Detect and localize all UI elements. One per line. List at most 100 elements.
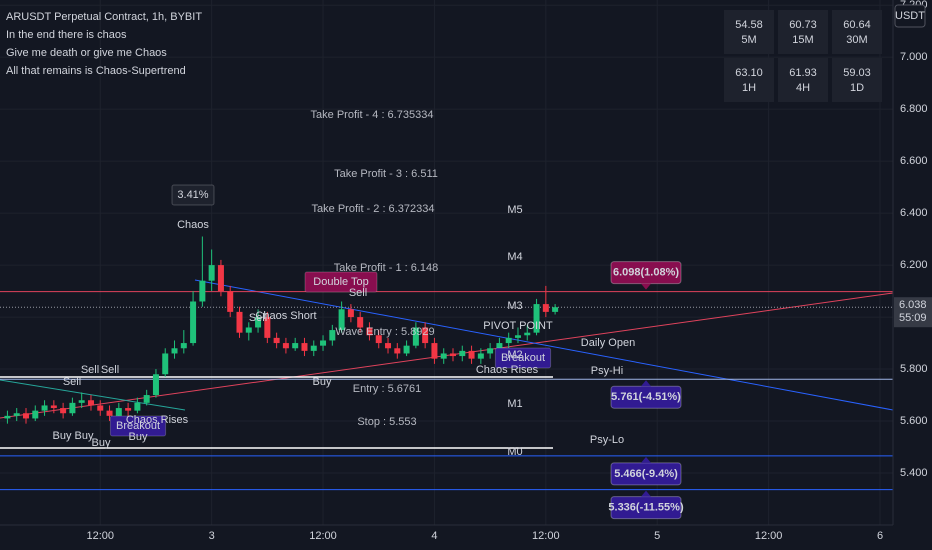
x-tick-label: 12:00 <box>86 530 114 542</box>
candle-body <box>468 350 475 359</box>
table-period: 4H <box>796 82 810 94</box>
candle-body <box>60 408 67 414</box>
candle-body <box>4 415 11 419</box>
candle-body <box>552 307 559 312</box>
level-pointer <box>641 456 651 463</box>
annotation-box <box>494 347 552 369</box>
x-tick-label: 5 <box>654 530 660 542</box>
price-axis <box>893 0 932 550</box>
table-period: 15M <box>792 34 813 46</box>
y-tick-label: 5.800 <box>900 363 928 375</box>
annotation: Chaos Rises <box>126 414 189 426</box>
candle-body <box>496 343 503 349</box>
level-pointer <box>641 380 651 387</box>
annotation: Buy <box>313 376 332 388</box>
y-tick-label: 6.200 <box>900 259 928 271</box>
candle-body <box>431 343 438 359</box>
candle-body <box>162 353 169 375</box>
candle-body <box>32 410 39 419</box>
candle-body <box>125 408 132 411</box>
annotation: Double Top <box>313 276 368 288</box>
level-label: 5.466(-9.4%) <box>614 468 678 480</box>
annotation: 3.41% <box>177 189 208 201</box>
candle-body <box>245 327 252 333</box>
candle-body <box>180 343 187 349</box>
candle-body <box>459 350 466 357</box>
annotation: Breakout <box>116 420 160 432</box>
annotation: Psy-Hi <box>591 365 623 377</box>
candle-body <box>477 353 484 359</box>
candle-body <box>357 317 364 328</box>
annotation: Buy <box>92 437 111 449</box>
annotation: PIVOT POINT <box>483 320 553 332</box>
note: In the end there is chaos <box>6 29 127 41</box>
level-pointer <box>641 490 651 497</box>
x-tick-label: 12:00 <box>755 530 783 542</box>
table-period: 1H <box>742 82 756 94</box>
annotation: M1 <box>507 398 522 410</box>
candle-body <box>134 402 141 411</box>
candle-body <box>190 301 197 344</box>
annotation: Chaos Short <box>255 310 316 322</box>
annotation: Psy-Lo <box>590 434 624 446</box>
candle-body <box>487 348 494 354</box>
annotation: M0 <box>507 446 522 458</box>
annotation: M5 <box>507 204 522 216</box>
x-tick-label: 12:00 <box>309 530 337 542</box>
table-cell <box>832 10 882 54</box>
candle-body <box>97 405 104 411</box>
table-cell <box>778 10 828 54</box>
candle-body <box>282 343 289 349</box>
x-tick-label: 3 <box>209 530 215 542</box>
trend-line <box>0 379 186 411</box>
candle-body <box>505 337 512 344</box>
candle-body <box>217 265 224 292</box>
trend-line <box>194 279 894 411</box>
y-tick-label: 6.400 <box>900 207 928 219</box>
table-cell <box>832 58 882 102</box>
annotations: Take Profit - 4 : 6.735334 Take Profit - … <box>53 109 636 458</box>
annotation: Take Profit - 3 : 6.511 <box>334 168 438 180</box>
x-tick-label: 4 <box>431 530 437 542</box>
candle-body <box>301 343 308 351</box>
level-label: 5.336(-11.55%) <box>608 502 684 514</box>
candle-body <box>171 348 178 354</box>
candle-body <box>208 265 215 281</box>
candle-body <box>41 405 48 411</box>
y-tick-label: 6.800 <box>900 103 928 115</box>
table-value: 54.58 <box>735 19 763 31</box>
candle-body <box>449 353 456 357</box>
candle-body <box>422 327 429 344</box>
annotation-box <box>304 271 378 293</box>
annotation: Sell <box>101 364 119 376</box>
candle-body <box>329 330 336 341</box>
candle-body <box>22 413 29 419</box>
table-cell <box>724 10 774 54</box>
grid <box>0 0 893 525</box>
unit-box <box>894 4 926 28</box>
annotation: Take Profit - 1 : 6.148 <box>334 262 439 274</box>
candle-body <box>152 374 159 396</box>
candle-body <box>255 317 262 328</box>
candle-body <box>320 340 327 346</box>
candle-body <box>199 280 206 302</box>
candle-body <box>403 345 410 354</box>
annotation: Take Profit - 4 : 6.735334 <box>311 109 434 121</box>
annotation: Stop : 5.553 <box>357 416 416 428</box>
candle-body <box>264 317 271 338</box>
candle-body <box>143 395 150 403</box>
candle-body <box>524 332 531 336</box>
annotation: Wave Entry : 5.8929 <box>335 326 434 338</box>
current-price-label: 6.038 <box>899 299 927 311</box>
x-tick-label: 6 <box>877 530 883 542</box>
table-period: 1D <box>850 82 864 94</box>
table-value: 63.10 <box>735 67 763 79</box>
annotation: Breakout <box>501 352 545 364</box>
candle-body <box>227 291 234 312</box>
table-cell <box>724 58 774 102</box>
countdown-label: 55:09 <box>899 312 927 324</box>
y-tick-label: 5.400 <box>900 467 928 479</box>
annotation: Chaos <box>177 219 209 231</box>
current-price-box <box>894 297 932 328</box>
